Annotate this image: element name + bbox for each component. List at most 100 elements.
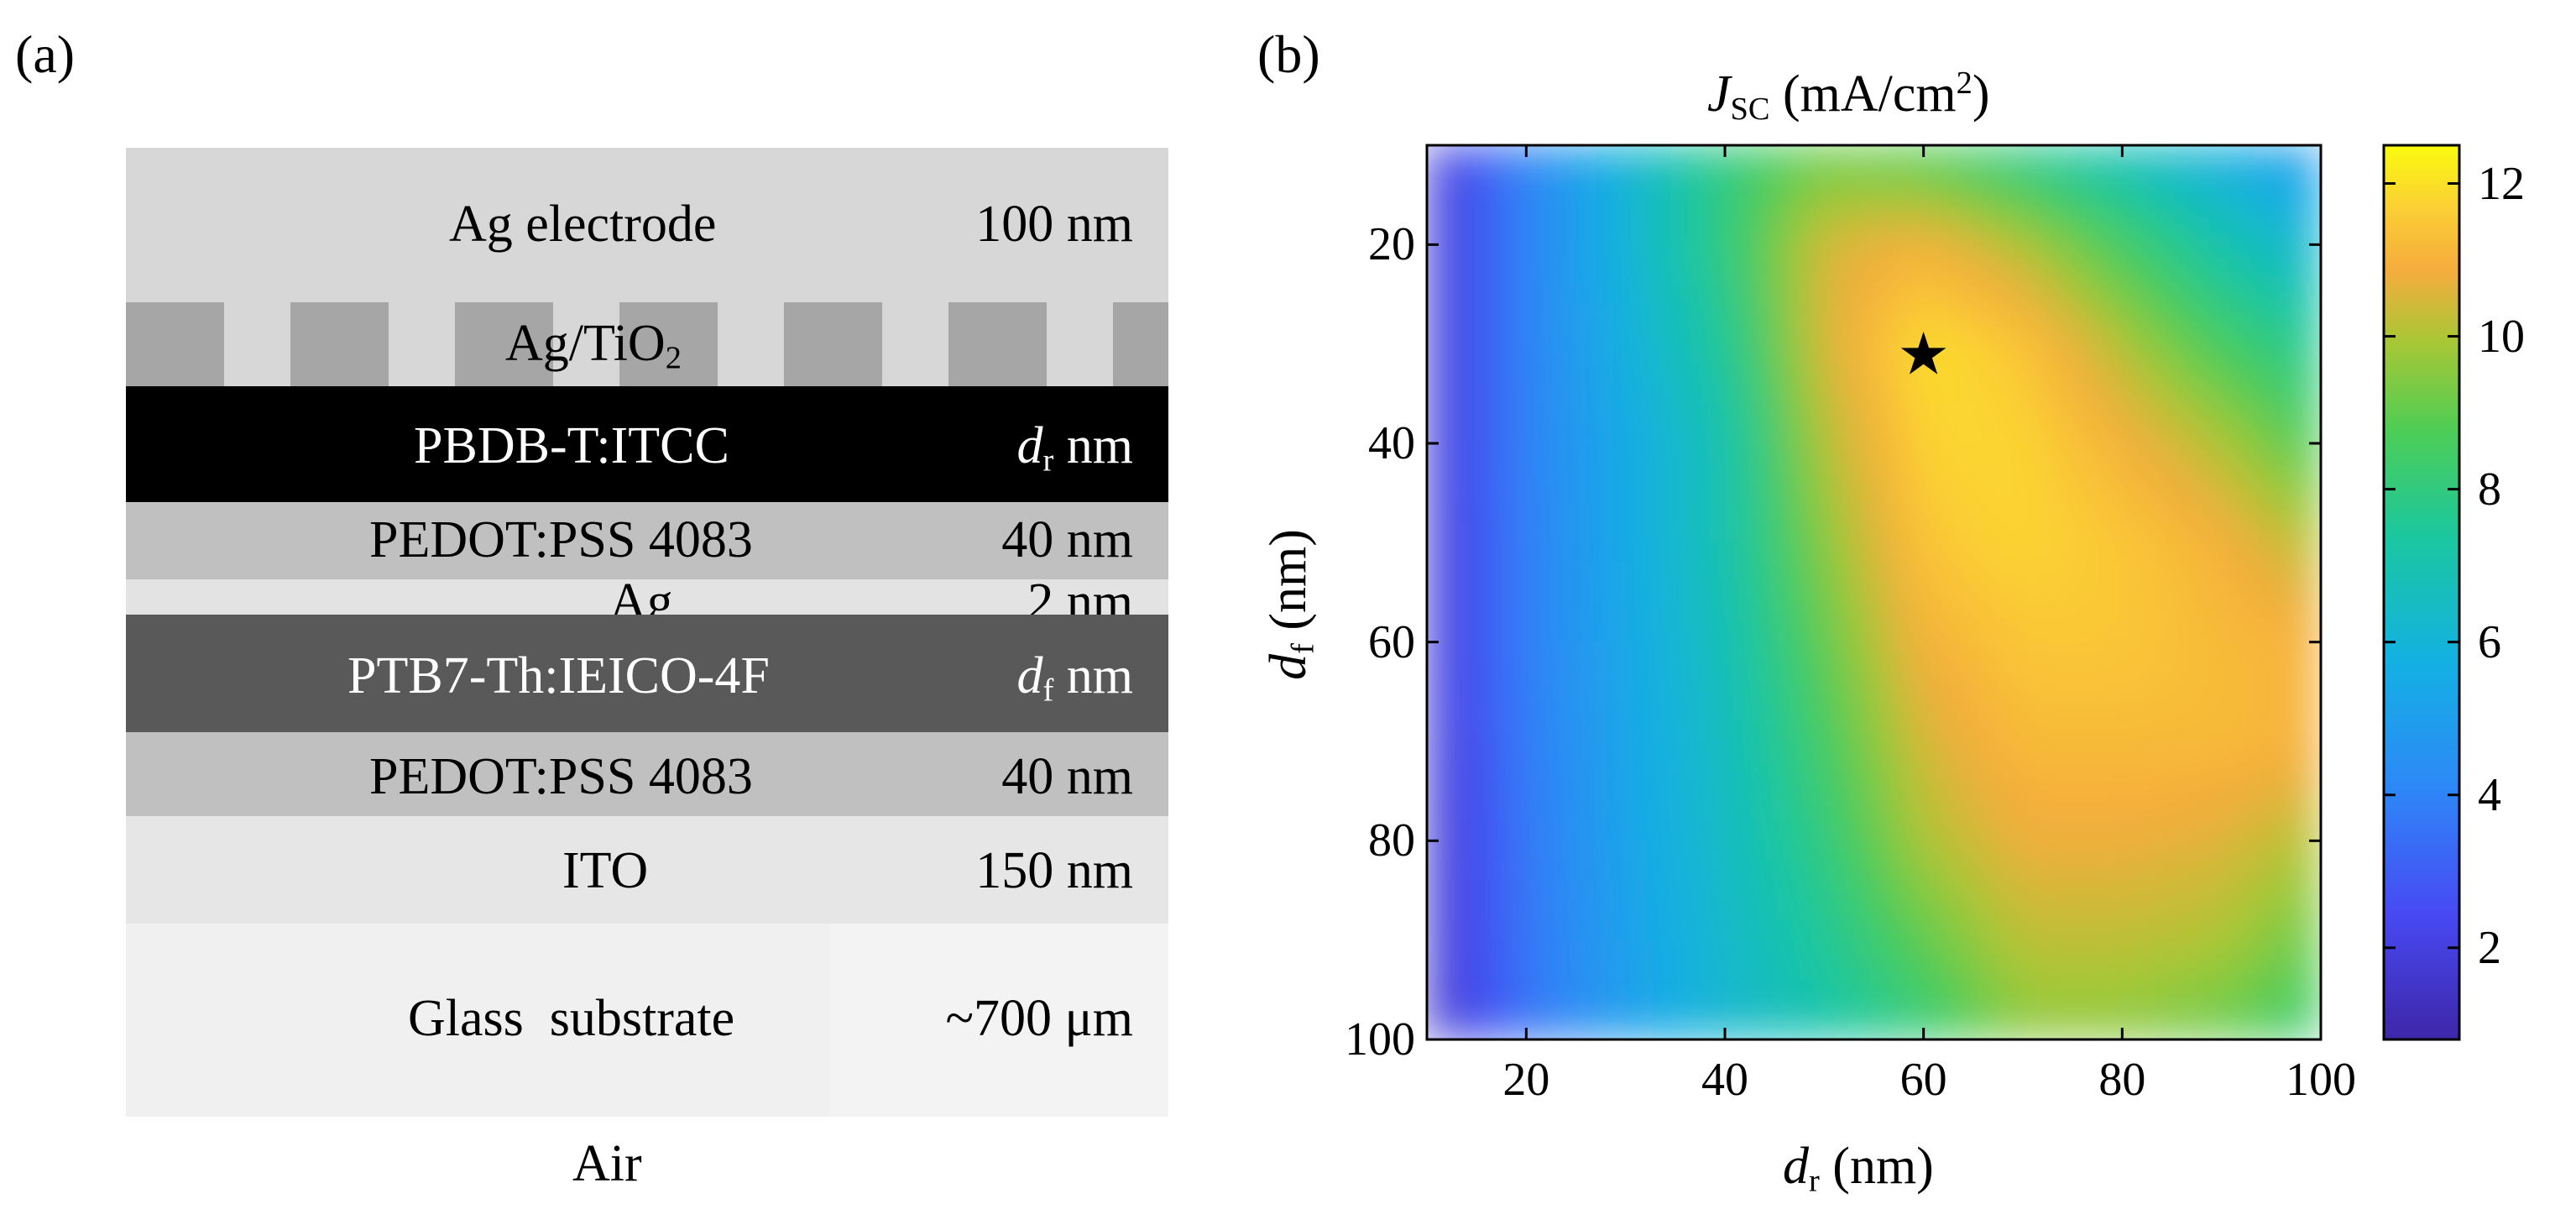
grating-block xyxy=(784,302,882,386)
heatmap-cell xyxy=(2041,264,2064,285)
heatmap-cell xyxy=(2101,919,2124,941)
heatmap-cell xyxy=(1624,720,1647,742)
heatmap-cell xyxy=(2300,562,2321,584)
heatmap-cell xyxy=(1624,562,1647,584)
heatmap-cell xyxy=(2260,283,2282,306)
heatmap-cell xyxy=(2240,998,2262,1021)
heatmap-cell xyxy=(1843,402,1865,425)
heatmap-cell xyxy=(1863,343,1885,365)
heatmap-cell xyxy=(1644,661,1666,683)
heatmap-cell xyxy=(1585,760,1607,783)
heatmap-cell xyxy=(1743,264,1766,285)
heatmap-cell xyxy=(1427,502,1448,524)
heatmap-cell xyxy=(1585,601,1607,623)
heatmap-cell xyxy=(1803,780,1826,802)
heatmap-cell xyxy=(2300,741,2321,762)
heatmap-cell xyxy=(1763,800,1785,822)
heatmap-cell xyxy=(1823,145,1845,166)
heatmap-cell xyxy=(2240,959,2262,981)
heatmap-cell xyxy=(1863,323,1885,345)
heatmap-cell xyxy=(1843,641,1865,663)
heatmap-cell xyxy=(2121,998,2143,1021)
heatmap-cell xyxy=(1784,939,1805,961)
heatmap-cell xyxy=(1763,502,1785,524)
heatmap-cell xyxy=(2220,383,2243,405)
layer-pbdb-t-itcc-name: PBDB-T:ITCC xyxy=(414,417,729,474)
heatmap-cell xyxy=(1427,621,1448,643)
heatmap-cell xyxy=(2022,303,2044,325)
heatmap-cell xyxy=(1427,383,1448,405)
heatmap-cell xyxy=(2260,164,2282,186)
heatmap-cell xyxy=(1684,264,1706,285)
grating-block xyxy=(1113,302,1168,386)
heatmap-cell xyxy=(1942,521,1964,544)
heatmap-cell xyxy=(1743,819,1766,842)
heatmap-cell xyxy=(2082,581,2103,604)
heatmap-cell xyxy=(2101,979,2124,1001)
heatmap-cell xyxy=(1684,700,1706,723)
heatmap-cell xyxy=(2161,303,2183,325)
heatmap-cell xyxy=(1585,462,1607,484)
heatmap-cell xyxy=(1545,899,1567,921)
heatmap-cell xyxy=(1704,521,1726,544)
heatmap-cell xyxy=(1585,223,1607,246)
heatmap-cell xyxy=(2041,145,2064,166)
heatmap-cell xyxy=(1843,422,1865,444)
heatmap-cell xyxy=(1922,383,1945,405)
heatmap-cell xyxy=(1525,164,1547,186)
heatmap-cell xyxy=(1903,264,1925,285)
heatmap-cell xyxy=(2220,998,2243,1021)
heatmap-cell xyxy=(1427,402,1448,425)
heatmap-cell xyxy=(1466,919,1487,941)
heatmap-cell xyxy=(1803,402,1826,425)
heatmap-cell xyxy=(2181,979,2202,1001)
heatmap-cell xyxy=(2201,879,2223,902)
heatmap-cell xyxy=(2161,264,2183,285)
heatmap-cell xyxy=(2061,601,2083,623)
heatmap-cell xyxy=(1505,741,1528,762)
heatmap-cell xyxy=(1664,601,1686,623)
heatmap-cell xyxy=(1704,264,1726,285)
heatmap-cell xyxy=(1784,780,1805,802)
heatmap-cell xyxy=(1743,422,1766,444)
heatmap-cell xyxy=(1883,979,1905,1001)
heatmap-cell xyxy=(1803,919,1826,941)
heatmap-cell xyxy=(2002,502,2024,524)
heatmap-cell xyxy=(1724,601,1746,623)
heatmap-cell xyxy=(1922,661,1945,683)
heatmap-cell xyxy=(1427,879,1448,902)
heatmap-cell xyxy=(1763,879,1785,902)
heatmap-cell xyxy=(2220,264,2243,285)
heatmap-cell xyxy=(1962,780,1984,802)
heatmap-cell xyxy=(1585,720,1607,742)
y-tick-label: 60 xyxy=(1368,615,1415,668)
heatmap-cell xyxy=(2300,959,2321,981)
heatmap-cell xyxy=(1525,661,1547,683)
heatmap-cell xyxy=(1684,562,1706,584)
heatmap-cell xyxy=(2280,283,2302,306)
heatmap-cell xyxy=(1962,700,1984,723)
heatmap-cell xyxy=(2082,323,2103,345)
heatmap-cell xyxy=(2220,621,2243,643)
heatmap-cell xyxy=(1863,145,1885,166)
heatmap-cell xyxy=(1624,581,1647,604)
heatmap-cell xyxy=(2161,741,2183,762)
heatmap-cell xyxy=(1445,860,1468,882)
heatmap-cell xyxy=(2002,860,2024,882)
heatmap-cell xyxy=(2181,959,2202,981)
heatmap-cell xyxy=(1883,661,1905,683)
heatmap-cell xyxy=(1605,681,1627,703)
heatmap-cell xyxy=(1743,681,1766,703)
heatmap-cell xyxy=(1684,641,1706,663)
heatmap-cell xyxy=(2181,860,2202,882)
heatmap-cell xyxy=(1486,204,1507,226)
heatmap-cell xyxy=(1624,601,1647,623)
heatmap-cell xyxy=(1624,879,1647,902)
heatmap-cell xyxy=(2161,343,2183,365)
heatmap-cell xyxy=(1644,939,1666,961)
heatmap-cell xyxy=(1624,959,1647,981)
heatmap-cell xyxy=(1843,223,1865,246)
heatmap-cell xyxy=(2082,283,2103,306)
heatmap-cell xyxy=(1486,860,1507,882)
heatmap-cell xyxy=(2240,819,2262,842)
